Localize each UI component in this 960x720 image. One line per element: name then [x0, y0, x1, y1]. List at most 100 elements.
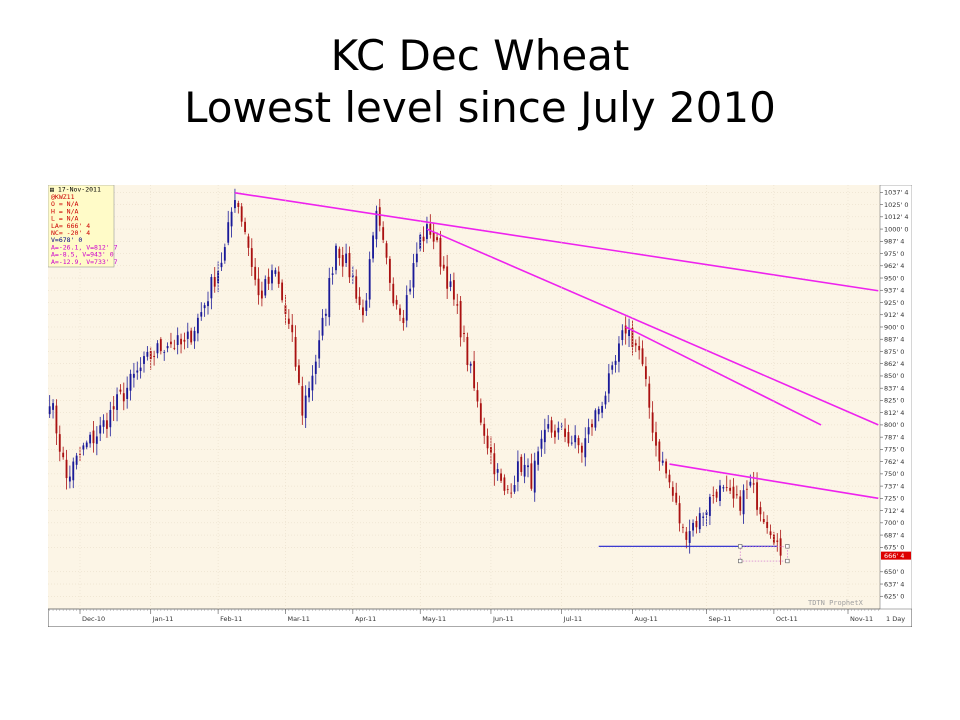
candle-body	[358, 296, 361, 306]
candle-body	[631, 327, 634, 348]
y-tick-label: 962' 4	[884, 262, 904, 270]
candle-body	[705, 511, 708, 516]
candle-body	[554, 430, 556, 438]
candle-body	[688, 531, 691, 543]
candle-body	[237, 202, 240, 207]
candle-body	[661, 460, 664, 463]
y-tick-label: 712' 4	[884, 507, 904, 515]
candle-body	[479, 403, 482, 423]
y-tick-label: 750' 0	[884, 470, 904, 478]
candle-body	[294, 336, 297, 367]
candle-body	[314, 361, 317, 374]
candle-body	[48, 406, 51, 415]
info-line: NC= -20' 4	[51, 229, 90, 237]
x-tick-label: Feb-11	[220, 615, 242, 623]
trendline[interactable]	[625, 326, 822, 426]
x-tick-label: Aug-11	[634, 615, 657, 623]
selection-box[interactable]	[739, 546, 788, 562]
candle-body	[362, 307, 364, 316]
y-tick-label: 887' 4	[884, 336, 904, 344]
selection-handle[interactable]	[738, 558, 743, 564]
candle-body	[375, 210, 378, 240]
y-tick-label: 1025' 0	[884, 201, 909, 209]
candle-body	[772, 534, 775, 544]
candle-body	[318, 340, 321, 359]
candle-body	[200, 312, 203, 317]
candle-body	[254, 266, 257, 280]
candle-body	[611, 365, 614, 370]
candle-body	[166, 346, 169, 349]
candle-body	[729, 487, 732, 491]
candle-body	[490, 447, 492, 453]
candle-body	[351, 275, 354, 277]
candle-body	[207, 301, 209, 307]
candle-body	[139, 367, 142, 372]
candle-body	[186, 331, 189, 339]
candle-body	[628, 329, 630, 337]
candle-body	[537, 451, 540, 465]
selection-handle[interactable]	[738, 544, 743, 549]
trendline[interactable]	[669, 463, 879, 500]
x-tick-label: Jun-11	[492, 615, 514, 623]
candle-body	[244, 221, 246, 232]
price-chart[interactable]: 1037' 4 1025' 0 1012' 4 1000' 0 987' 4 975' 0…	[48, 185, 912, 627]
y-tick-label: 912' 4	[884, 311, 904, 319]
y-tick-label: 675' 0	[884, 544, 904, 552]
candle-body	[506, 489, 509, 490]
candle-body	[496, 469, 499, 473]
candle-body	[143, 356, 145, 364]
candle-body	[722, 487, 725, 489]
candle-body	[601, 405, 604, 413]
candle-body	[136, 370, 139, 373]
candle-body	[156, 343, 159, 354]
info-line: LA= 666' 4	[51, 222, 90, 230]
x-tick-label: Dec-10	[82, 615, 105, 623]
candle-body	[365, 300, 368, 311]
candle-body	[432, 231, 435, 242]
selection-handle[interactable]	[785, 558, 790, 564]
candle-body	[739, 496, 742, 511]
candle-body	[426, 224, 428, 240]
candle-body	[388, 258, 391, 283]
candle-body	[742, 490, 745, 515]
candle-body	[321, 317, 324, 336]
info-line: A=-26.1, V=812' 7	[51, 243, 118, 251]
y-tick-label: 800' 0	[884, 421, 904, 429]
candle-body	[341, 255, 344, 267]
y-tick-label: 812' 4	[884, 409, 904, 417]
candle-body	[752, 483, 755, 485]
trendline[interactable]	[426, 228, 879, 426]
candle-body	[378, 207, 381, 226]
candle-body	[446, 266, 449, 289]
x-tick-label: Oct-11	[776, 615, 798, 623]
candle-body	[173, 347, 176, 349]
info-line: V=678' 0	[51, 236, 82, 244]
candle-body	[146, 351, 149, 357]
candle-body	[503, 477, 506, 491]
candle-body	[682, 526, 684, 528]
candle-body	[402, 317, 405, 324]
candle-body	[79, 454, 81, 456]
candle-body	[759, 507, 762, 515]
candle-body	[644, 366, 647, 380]
candle-body	[180, 338, 182, 345]
candle-body	[469, 363, 472, 366]
candle-body	[220, 262, 223, 268]
candle-body	[607, 373, 610, 394]
candle-body	[746, 488, 748, 490]
candle-body	[591, 423, 593, 428]
candle-body	[725, 487, 728, 488]
candle-body	[671, 487, 674, 496]
candle-body	[65, 459, 68, 479]
candle-body	[476, 390, 479, 402]
candle-body	[149, 351, 152, 360]
candle-body	[193, 330, 196, 342]
selection-handle[interactable]	[785, 544, 790, 549]
candle-body	[304, 395, 307, 419]
candle-body	[368, 259, 371, 300]
candle-body	[486, 435, 489, 449]
y-tick-label: 625' 0	[884, 593, 904, 601]
candle-body	[109, 409, 112, 428]
trendline[interactable]	[234, 192, 879, 292]
y-tick-label: 837' 4	[884, 384, 904, 392]
